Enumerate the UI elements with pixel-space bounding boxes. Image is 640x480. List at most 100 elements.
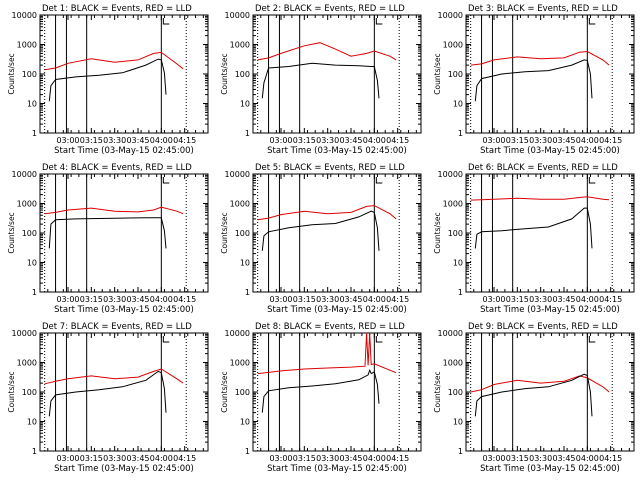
chart-title: Det 1: BLACK = Events, RED = LLD [42,4,192,14]
bracket-mark [162,18,170,25]
y-tick-label: 10000 [438,329,463,338]
plot-frame [252,14,422,134]
plot-frame [39,332,209,452]
series-line-red-lld [257,42,397,61]
y-tick-label: 100 [22,229,37,238]
chart-panel-7: Det 7: BLACK = Events, RED = LLD 1 10 100 10… [7,322,209,474]
chart-panel-4: Det 4: BLACK = Events, RED = LLD 1 10 100 10… [7,163,209,315]
chart-title: Det 7: BLACK = Events, RED = LLD [42,322,192,332]
x-tick-label: 03:45 [339,136,362,145]
x-tick-label: 04:15 [386,136,409,145]
x-tick-label: 03:30 [529,454,552,463]
chart-title: Det 4: BLACK = Events, RED = LLD [42,163,192,173]
y-axis-label: Counts/sec [220,53,229,94]
plot-frame [252,173,422,293]
chart-title: Det 8: BLACK = Events, RED = LLD [255,322,405,332]
chart-title: Det 6: BLACK = Events, RED = LLD [468,163,618,173]
x-tick-label: 03:30 [103,295,126,304]
plot-frame [252,332,422,452]
x-tick-label: 03:45 [126,454,149,463]
y-tick-label: 10000 [12,329,37,338]
series-line-red-lld [44,51,184,71]
x-tick-label: 03:00 [482,454,505,463]
plot-frame [465,14,635,134]
chart-title: Det 3: BLACK = Events, RED = LLD [468,4,618,14]
x-tick-label: 03:00 [482,295,505,304]
chart-title: Det 9: BLACK = Events, RED = LLD [468,322,618,332]
series-line-red-lld [257,205,397,221]
y-tick-label: 1000 [17,200,37,209]
y-tick-label: 1000 [17,359,37,368]
y-tick-label: 10000 [12,11,37,20]
y-tick-label: 1000 [443,359,463,368]
y-tick-label: 100 [235,388,250,397]
x-tick-label: 04:00 [363,295,386,304]
bracket-mark [162,177,170,184]
x-tick-label: 03:15 [293,295,316,304]
x-tick-label: 04:00 [150,136,173,145]
x-tick-label: 03:45 [552,454,575,463]
x-tick-label: 03:45 [126,295,149,304]
y-tick-label: 1 [458,288,463,297]
x-tick-label: 03:30 [316,136,339,145]
series-line-black-events [261,368,380,413]
series-line-black-events [474,59,593,102]
chart-panel-2: Det 2: BLACK = Events, RED = LLD 1 10 100 10… [220,4,422,156]
y-tick-label: 10 [27,418,37,427]
y-tick-label: 100 [448,388,463,397]
y-tick-label: 10000 [225,170,250,179]
y-tick-label: 10 [27,259,37,268]
y-tick-label: 10000 [225,329,250,338]
y-axis-label: Counts/sec [7,212,16,253]
series-line-black-events [48,370,167,417]
x-tick-label: 03:15 [506,295,529,304]
x-tick-label: 03:30 [316,454,339,463]
x-tick-label: 03:45 [339,295,362,304]
series-line-red-lld [44,368,184,385]
bracket-mark [588,336,596,343]
bracket-mark [588,18,596,25]
x-axis-label: Start Time (03-May-15 02:45:00) [480,305,620,315]
x-tick-label: 03:00 [56,295,79,304]
y-tick-label: 100 [235,70,250,79]
x-tick-label: 04:15 [386,295,409,304]
y-tick-label: 10 [453,259,463,268]
y-axis-label: Counts/sec [433,371,442,412]
series-line-red-lld [44,206,184,215]
plot-frame [39,14,209,134]
x-tick-label: 03:15 [506,136,529,145]
y-tick-label: 10 [453,100,463,109]
x-tick-label: 04:00 [576,136,599,145]
x-tick-label: 03:45 [339,454,362,463]
y-tick-label: 100 [448,229,463,238]
y-tick-label: 1000 [443,41,463,50]
y-tick-label: 1 [245,447,250,456]
chart-panel-5: Det 5: BLACK = Events, RED = LLD 1 10 100 10… [220,163,422,315]
bracket-mark [375,336,383,343]
x-tick-label: 03:45 [552,136,575,145]
x-tick-label: 03:45 [552,295,575,304]
series-line-red-lld [470,50,610,66]
x-tick-label: 04:15 [173,454,196,463]
series-line-black-events [474,207,593,249]
x-axis-label: Start Time (03-May-15 02:45:00) [480,146,620,156]
y-tick-label: 1000 [230,200,250,209]
y-tick-label: 10 [240,418,250,427]
x-tick-label: 03:15 [80,136,103,145]
series-line-black-events [261,210,380,251]
y-tick-label: 1 [458,447,463,456]
x-tick-label: 04:00 [363,136,386,145]
x-axis-label: Start Time (03-May-15 02:45:00) [267,464,407,474]
x-tick-label: 03:00 [269,295,292,304]
y-axis-label: Counts/sec [7,53,16,94]
y-tick-label: 100 [235,229,250,238]
y-tick-label: 10000 [438,170,463,179]
series-line-black-events [261,62,380,99]
series-line-black-events [48,217,167,249]
plot-frame [39,173,209,293]
x-tick-label: 04:15 [599,136,622,145]
bracket-mark [375,18,383,25]
chart-title: Det 2: BLACK = Events, RED = LLD [255,4,405,14]
x-tick-label: 04:00 [150,454,173,463]
y-tick-label: 1 [245,288,250,297]
